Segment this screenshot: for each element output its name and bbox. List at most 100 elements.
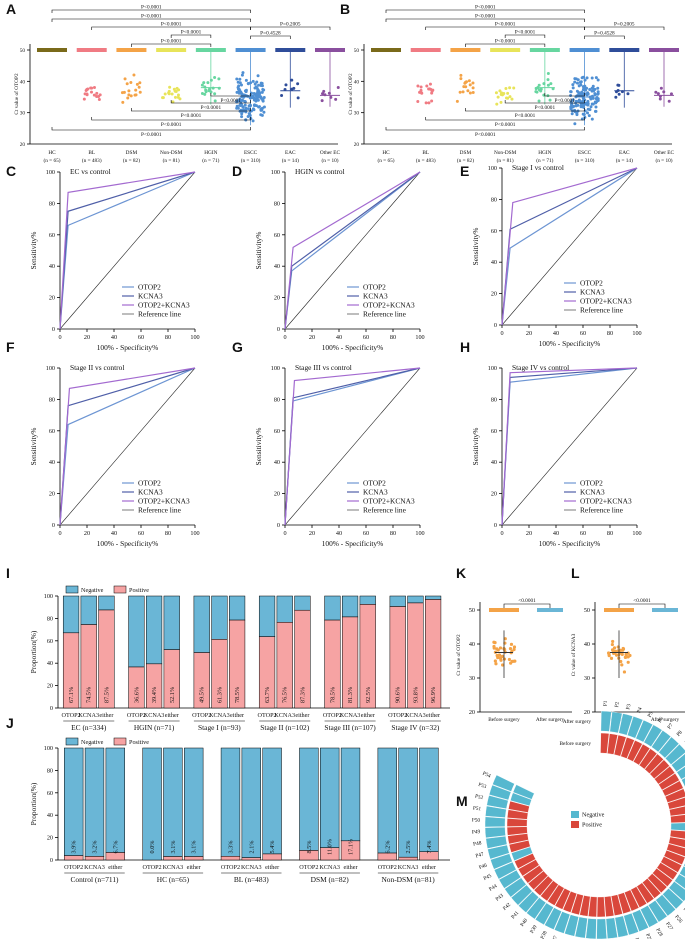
data-point bbox=[585, 86, 589, 90]
before-surgery-segment bbox=[660, 856, 682, 873]
undetermined-band bbox=[410, 48, 441, 52]
y-tick-label: 100 bbox=[44, 593, 53, 600]
patient-label: P2 bbox=[614, 701, 621, 708]
sig-bracket bbox=[465, 43, 546, 47]
data-point bbox=[596, 86, 600, 90]
p-value-label: P<0.0001 bbox=[161, 22, 182, 28]
before-surgery-segment bbox=[661, 780, 684, 797]
bar-category-label: OTOP2 bbox=[143, 864, 162, 871]
data-point bbox=[586, 99, 590, 103]
data-point bbox=[466, 89, 470, 93]
y-tick-label: 20 bbox=[491, 291, 497, 298]
group-label: After surgery bbox=[651, 716, 680, 723]
hc-band bbox=[37, 48, 67, 52]
roc-title: Stage IV vs control bbox=[512, 363, 569, 372]
y-axis-label: Sensitivity% bbox=[471, 428, 480, 466]
group-label: Non-DSM bbox=[160, 150, 183, 156]
y-axis-label: Ct value of OTOP2 bbox=[455, 634, 462, 676]
bar-positive bbox=[62, 632, 80, 709]
bar-category-label: OTOP2 bbox=[127, 712, 146, 719]
before-surgery-segment bbox=[669, 829, 685, 840]
after-surgery-segment bbox=[671, 753, 685, 772]
p-value-label: P<0.0001 bbox=[201, 105, 222, 111]
y-tick-label: 20 bbox=[274, 491, 280, 498]
data-point bbox=[499, 100, 503, 104]
p-value-label: P<0.0001 bbox=[554, 98, 575, 104]
data-point bbox=[428, 82, 432, 86]
data-point bbox=[238, 109, 242, 113]
y-tick-label: 30 bbox=[469, 675, 475, 682]
data-point bbox=[569, 90, 573, 94]
y-axis-label: Sensitivity% bbox=[29, 232, 38, 270]
p-value-label: P=0.4528 bbox=[594, 31, 615, 37]
bar-negative bbox=[324, 595, 341, 621]
data-point bbox=[669, 92, 673, 96]
data-point bbox=[129, 94, 133, 98]
bar-value-label: 96.9% bbox=[430, 687, 437, 703]
bar-positive bbox=[145, 663, 163, 709]
data-point bbox=[252, 108, 256, 112]
after-surgery-segment bbox=[627, 716, 644, 739]
patient-label: P47 bbox=[475, 851, 485, 859]
data-point bbox=[241, 109, 245, 113]
data-point bbox=[95, 91, 99, 95]
data-point bbox=[240, 115, 244, 119]
undetermined-band bbox=[490, 48, 521, 52]
data-point bbox=[240, 92, 244, 96]
data-point bbox=[256, 74, 260, 78]
bar-category-label: either bbox=[265, 864, 279, 871]
bar-positive bbox=[419, 851, 439, 861]
data-point bbox=[238, 81, 242, 85]
p-value-label: P=0.2005 bbox=[280, 22, 301, 28]
data-point bbox=[203, 92, 207, 96]
data-point bbox=[581, 96, 585, 100]
data-point bbox=[427, 101, 431, 105]
panel-label-d: D bbox=[232, 163, 242, 179]
x-tick-label: 20 bbox=[526, 330, 532, 337]
group-label: Stage IV (n=32) bbox=[391, 723, 439, 732]
data-point bbox=[471, 81, 475, 85]
bar-positive bbox=[193, 652, 210, 709]
bar-value-label: 93.8% bbox=[412, 687, 419, 703]
x-tick-label: 60 bbox=[580, 530, 586, 537]
before-surgery-segment bbox=[588, 896, 598, 918]
before-surgery-segment bbox=[636, 882, 655, 904]
bar-value-label: 6.2% bbox=[384, 841, 391, 854]
after-surgery-segment bbox=[510, 884, 533, 906]
data-point bbox=[610, 642, 614, 647]
data-point bbox=[534, 90, 538, 94]
x-tick-label: 20 bbox=[526, 530, 532, 537]
y-tick-label: 0 bbox=[50, 705, 53, 712]
bar-value-label: 61.3% bbox=[216, 687, 223, 703]
data-point bbox=[612, 646, 617, 650]
data-point bbox=[654, 90, 658, 94]
x-tick-label: 40 bbox=[111, 530, 117, 537]
data-point bbox=[498, 89, 502, 93]
after-surgery-segment bbox=[493, 861, 517, 880]
p-value-label: P<0.0001 bbox=[475, 132, 496, 138]
data-point bbox=[236, 87, 240, 91]
data-point bbox=[254, 85, 258, 89]
panel-label-i: I bbox=[6, 565, 10, 581]
before-surgery-segment bbox=[596, 896, 606, 918]
data-point bbox=[537, 99, 541, 103]
data-point bbox=[495, 647, 499, 651]
data-point bbox=[588, 108, 592, 112]
patient-label: P54 bbox=[481, 771, 491, 780]
data-point bbox=[176, 93, 180, 97]
group-n-label: (n = 310) bbox=[241, 157, 261, 164]
y-tick-label: 40 bbox=[49, 263, 55, 270]
data-point bbox=[459, 73, 463, 77]
before-surgery-segment bbox=[507, 809, 529, 820]
before-surgery-segment bbox=[506, 826, 528, 836]
before-surgery-segment bbox=[554, 887, 571, 910]
bar-positive bbox=[163, 649, 180, 709]
y-tick-label: 60 bbox=[274, 232, 280, 239]
y-tick-label: 50 bbox=[469, 607, 475, 614]
undetermined-band-after bbox=[652, 608, 678, 612]
p-value-label: P<0.0001 bbox=[141, 14, 162, 20]
bar-negative bbox=[262, 747, 282, 855]
data-point bbox=[258, 91, 262, 95]
before-surgery-segment bbox=[667, 797, 685, 810]
y-tick-label: 40 bbox=[49, 459, 55, 466]
